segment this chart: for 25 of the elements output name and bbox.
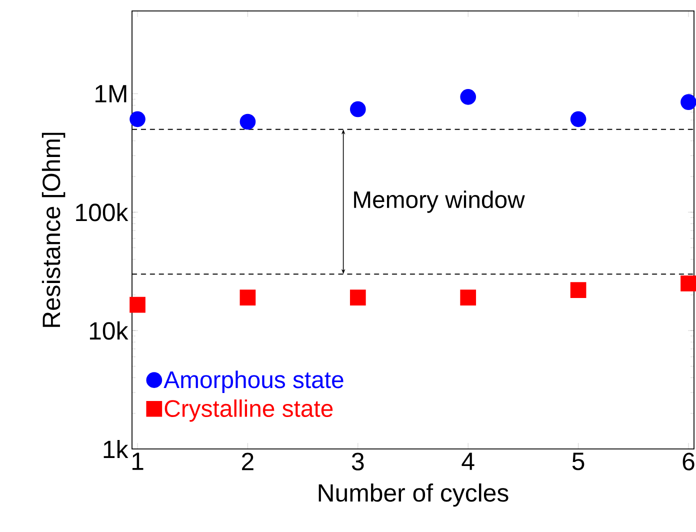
point <box>570 111 586 128</box>
x-tick-label: 1 <box>132 452 144 470</box>
y-tick-label: 100k <box>76 203 128 222</box>
x-axis-title: Number of cycles <box>318 483 508 507</box>
point <box>460 89 476 105</box>
annotation: Memory window <box>354 190 525 213</box>
x-tick-label: 2 <box>242 452 254 470</box>
point <box>130 111 146 128</box>
x-tick-label: 3 <box>352 452 364 470</box>
legend-label: Amorphous state <box>164 370 344 393</box>
point <box>240 290 256 306</box>
point <box>570 282 586 298</box>
x-tick-label: 5 <box>572 452 584 470</box>
point <box>350 290 366 306</box>
y-tick-label: 1M <box>96 85 126 102</box>
y-tick-label: 10k <box>90 321 128 340</box>
point <box>350 101 366 118</box>
point <box>240 114 256 130</box>
legend-label: Crystalline state <box>164 399 333 422</box>
point <box>460 290 476 306</box>
x-tick-label: 6 <box>682 452 694 470</box>
x-tick-label: 4 <box>462 452 474 470</box>
y-axis-title: Resistance [Ohm] <box>42 132 66 327</box>
y-tick-label: 1k <box>104 440 128 458</box>
point <box>130 296 146 313</box>
